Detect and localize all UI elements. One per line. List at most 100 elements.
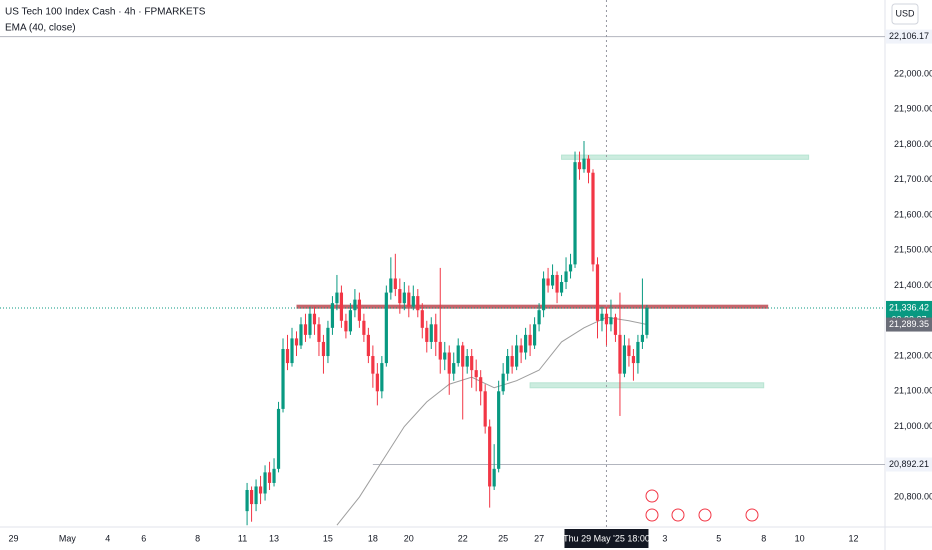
candle-body bbox=[600, 313, 604, 321]
candle-body bbox=[622, 345, 627, 374]
candle-body bbox=[263, 472, 267, 494]
candle-body bbox=[429, 324, 433, 342]
candle-body bbox=[510, 356, 514, 367]
candle-body bbox=[564, 271, 568, 283]
y-tick-label: 21,900.00 bbox=[894, 104, 932, 114]
y-tick-label: 21,500.00 bbox=[894, 245, 932, 255]
x-tick-label: 18 bbox=[368, 533, 378, 543]
candle-body bbox=[631, 356, 636, 364]
chart-title: US Tech 100 Index Cash · 4h · FPMARKETS bbox=[5, 7, 206, 18]
candle-body bbox=[640, 334, 645, 342]
candle-body bbox=[290, 338, 294, 364]
candle-body bbox=[591, 172, 595, 265]
candle-body bbox=[537, 310, 541, 325]
event-icon bbox=[645, 508, 659, 522]
candle-body bbox=[375, 373, 379, 392]
x-tick-label: 29 bbox=[8, 533, 18, 543]
candle-body bbox=[389, 278, 393, 293]
x-tick-label: May bbox=[59, 533, 77, 543]
candle-body bbox=[312, 313, 317, 325]
candle-body bbox=[353, 299, 357, 311]
last-price-label: 21,336.42 bbox=[889, 302, 929, 312]
candle-body bbox=[443, 352, 447, 360]
candle-body bbox=[474, 370, 478, 378]
candle-body bbox=[281, 348, 285, 409]
candle-body bbox=[407, 292, 411, 307]
candle-body bbox=[532, 324, 537, 346]
level-label: 20,892.21 bbox=[889, 459, 929, 469]
candle-body bbox=[528, 334, 532, 346]
candle-body bbox=[272, 468, 276, 483]
candle-body bbox=[371, 356, 375, 374]
candle-body bbox=[595, 264, 600, 321]
candle-body bbox=[303, 324, 308, 335]
y-tick-label: 21,200.00 bbox=[894, 350, 932, 360]
candle-body bbox=[254, 486, 258, 505]
candle-body bbox=[425, 327, 429, 342]
candle-body bbox=[577, 162, 582, 170]
candle-body bbox=[456, 345, 460, 364]
candle-body bbox=[380, 363, 384, 392]
candle-body bbox=[366, 334, 370, 357]
candle-body bbox=[384, 292, 388, 364]
candle-body bbox=[393, 278, 397, 290]
candle-body bbox=[515, 345, 519, 367]
candle-body bbox=[546, 278, 550, 286]
event-icon bbox=[698, 508, 712, 522]
candle-body bbox=[326, 327, 330, 357]
x-tick-label: 6 bbox=[141, 533, 146, 543]
candle-body bbox=[452, 363, 456, 374]
candle-body bbox=[420, 310, 424, 328]
ema-price-box bbox=[886, 317, 932, 332]
candle-body bbox=[618, 334, 622, 374]
candle-body bbox=[497, 391, 501, 469]
indicator-label: EMA (40, close) bbox=[5, 23, 76, 34]
candle-body bbox=[483, 391, 487, 427]
candle-body bbox=[362, 320, 366, 335]
y-tick-label: 22,000.00 bbox=[894, 68, 932, 78]
x-tick-label: 20 bbox=[404, 533, 414, 543]
candle-body bbox=[411, 296, 415, 307]
crosshair-time-label: Thu 29 May '25 18:00 bbox=[563, 533, 650, 543]
level-label: 22,106.17 bbox=[889, 31, 929, 41]
candle-body bbox=[447, 352, 451, 374]
candle-body bbox=[573, 162, 577, 265]
candle-body bbox=[559, 282, 564, 293]
zone bbox=[529, 382, 765, 389]
x-tick-label: 4 bbox=[105, 533, 110, 543]
y-tick-label: 21,100.00 bbox=[894, 386, 932, 396]
candle-body bbox=[470, 356, 474, 371]
level-box bbox=[886, 29, 932, 44]
currency-button[interactable] bbox=[891, 3, 919, 25]
candle-body bbox=[335, 292, 339, 304]
candle-body bbox=[506, 356, 510, 374]
x-tick-label: 8 bbox=[761, 533, 766, 543]
candle-body bbox=[276, 408, 281, 469]
x-tick-label: 5 bbox=[716, 533, 721, 543]
y-tick-label: 21,000.00 bbox=[894, 421, 932, 431]
candle-body bbox=[568, 264, 573, 272]
candle-body bbox=[245, 489, 249, 512]
candle-body bbox=[519, 345, 523, 353]
y-tick-label: 21,700.00 bbox=[894, 174, 932, 184]
candle-body bbox=[604, 313, 609, 325]
candle-body bbox=[434, 324, 438, 342]
event-icon bbox=[645, 489, 659, 503]
candle-body bbox=[488, 426, 492, 487]
ema-price-label: 21,289.35 bbox=[889, 319, 929, 329]
event-icon bbox=[671, 508, 685, 522]
candle-body bbox=[299, 324, 303, 346]
candle-body bbox=[267, 472, 272, 483]
candle-body bbox=[348, 310, 353, 332]
candle-body bbox=[402, 292, 406, 304]
x-tick-label: 25 bbox=[498, 533, 508, 543]
candle-body bbox=[609, 317, 613, 325]
x-tick-label: 27 bbox=[534, 533, 544, 543]
event-icons bbox=[645, 489, 759, 522]
candle-body bbox=[357, 299, 361, 321]
candle-body bbox=[627, 345, 631, 357]
candle-body bbox=[501, 373, 505, 392]
candle-body bbox=[541, 278, 546, 311]
candle-body bbox=[524, 334, 528, 353]
